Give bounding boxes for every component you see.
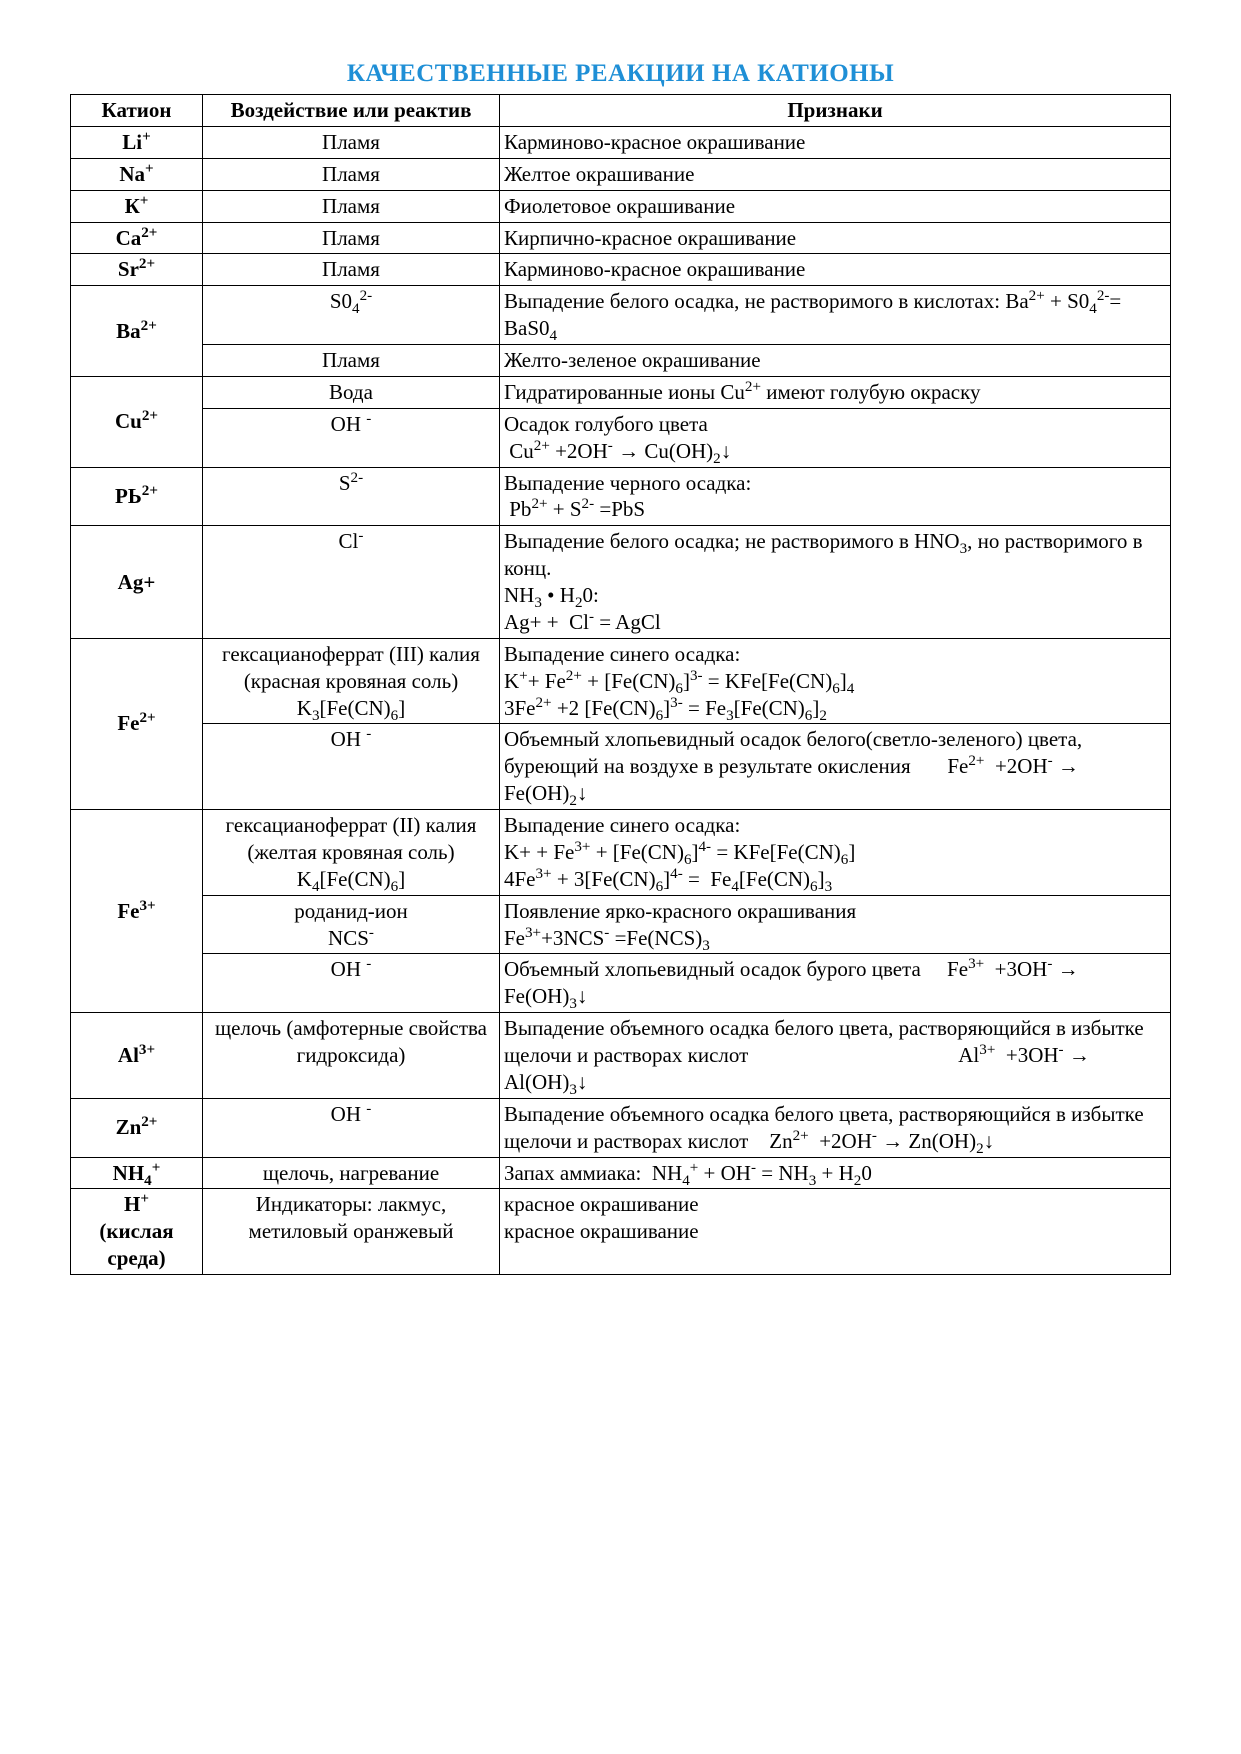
- sign-cell: Гидратированные ионы Cu2+ имеют голубую …: [500, 376, 1171, 408]
- table-row: OH -Осадок голубого цвета Cu2+ +2OH- → C…: [71, 408, 1171, 467]
- reagent-cell: щелочь (амфотерные свойства гидроксида): [203, 1013, 500, 1099]
- sign-cell: Желтое окрашивание: [500, 158, 1171, 190]
- table-row: К+ПламяФиолетовое окрашивание: [71, 190, 1171, 222]
- cation-cell: Al3+: [71, 1013, 203, 1099]
- header-sign: Признаки: [500, 95, 1171, 127]
- table-row: H+(кислая среда)Индикаторы: лакмус, мети…: [71, 1189, 1171, 1275]
- sign-cell: Кирпично-красное окрашивание: [500, 222, 1171, 254]
- reagent-cell: щелочь, нагревание: [203, 1157, 500, 1189]
- table-row: Li+ПламяКарминово-красное окрашивание: [71, 126, 1171, 158]
- table-row: Ba2+S042-Выпадение белого осадка, не рас…: [71, 286, 1171, 345]
- sign-cell: Карминово-красное окрашивание: [500, 126, 1171, 158]
- reagent-cell: S2-: [203, 467, 500, 526]
- sign-cell: Запах аммиака: NH4+ + OH- = NH3 + H20: [500, 1157, 1171, 1189]
- table-row: роданид-ионNCS-Появление ярко-красного о…: [71, 895, 1171, 954]
- cation-cell: Ca2+: [71, 222, 203, 254]
- reagent-cell: Пламя: [203, 190, 500, 222]
- sign-cell: Выпадение объемного осадка белого цвета,…: [500, 1013, 1171, 1099]
- cation-cell: Cu2+: [71, 376, 203, 467]
- reagent-cell: S042-: [203, 286, 500, 345]
- table-row: Al3+щелочь (амфотерные свойства гидрокси…: [71, 1013, 1171, 1099]
- reagent-cell: Пламя: [203, 345, 500, 377]
- sign-cell: Желто-зеленое окрашивание: [500, 345, 1171, 377]
- cation-cell: Na+: [71, 158, 203, 190]
- sign-cell: красное окрашиваниекрасное окрашивание: [500, 1189, 1171, 1275]
- cation-cell: К+: [71, 190, 203, 222]
- reagent-cell: Пламя: [203, 158, 500, 190]
- table-row: OH -Объемный хлопьевидный осадок белого(…: [71, 724, 1171, 810]
- reagent-cell: OH -: [203, 408, 500, 467]
- reagent-cell: OH -: [203, 954, 500, 1013]
- reagent-cell: Пламя: [203, 222, 500, 254]
- page-title: КАЧЕСТВЕННЫЕ РЕАКЦИИ НА КАТИОНЫ: [70, 60, 1171, 88]
- reagent-cell: OH -: [203, 1098, 500, 1157]
- table-row: ПламяЖелто-зеленое окрашивание: [71, 345, 1171, 377]
- table-row: Zn2+OH -Выпадение объемного осадка белог…: [71, 1098, 1171, 1157]
- sign-cell: Объемный хлопьевидный осадок бурого цвет…: [500, 954, 1171, 1013]
- cation-reactions-table: Катион Воздействие или реактив Признаки …: [70, 94, 1171, 1275]
- table-row: Sr2+ПламяКарминово-красное окрашивание: [71, 254, 1171, 286]
- header-reagent: Воздействие или реактив: [203, 95, 500, 127]
- sign-cell: Карминово-красное окрашивание: [500, 254, 1171, 286]
- sign-cell: Выпадение объемного осадка белого цвета,…: [500, 1098, 1171, 1157]
- table-header-row: Катион Воздействие или реактив Признаки: [71, 95, 1171, 127]
- cation-cell: Ba2+: [71, 286, 203, 377]
- reagent-cell: Пламя: [203, 254, 500, 286]
- sign-cell: Выпадение белого осадка; не растворимого…: [500, 526, 1171, 639]
- sign-cell: Выпадение синего осадка:K++ Fe2+ + [Fe(C…: [500, 638, 1171, 724]
- reagent-cell: Пламя: [203, 126, 500, 158]
- reagent-cell: гексацианоферрат (II) калия (желтая кров…: [203, 810, 500, 896]
- cation-cell: Ag+: [71, 526, 203, 639]
- cation-cell: NH4+: [71, 1157, 203, 1189]
- table-row: Na+ПламяЖелтое окрашивание: [71, 158, 1171, 190]
- table-row: NH4+щелочь, нагреваниеЗапах аммиака: NH4…: [71, 1157, 1171, 1189]
- header-cation: Катион: [71, 95, 203, 127]
- sign-cell: Выпадение синего осадка:K+ + Fe3+ + [Fe(…: [500, 810, 1171, 896]
- reagent-cell: гексацианоферрат (III) калия (красная кр…: [203, 638, 500, 724]
- sign-cell: Появление ярко-красного окрашиванияFe3++…: [500, 895, 1171, 954]
- sign-cell: Осадок голубого цвета Cu2+ +2OH- → Cu(OH…: [500, 408, 1171, 467]
- reagent-cell: Вода: [203, 376, 500, 408]
- cation-cell: Fe2+: [71, 638, 203, 809]
- cation-cell: Zn2+: [71, 1098, 203, 1157]
- table-row: Fe3+гексацианоферрат (II) калия (желтая …: [71, 810, 1171, 896]
- table-row: Ca2+ПламяКирпично-красное окрашивание: [71, 222, 1171, 254]
- cation-cell: Fe3+: [71, 810, 203, 1013]
- cation-cell: Li+: [71, 126, 203, 158]
- table-row: Cu2+ВодаГидратированные ионы Cu2+ имеют …: [71, 376, 1171, 408]
- reagent-cell: Cl-: [203, 526, 500, 639]
- cation-cell: H+(кислая среда): [71, 1189, 203, 1275]
- sign-cell: Объемный хлопьевидный осадок белого(свет…: [500, 724, 1171, 810]
- table-row: OH -Объемный хлопьевидный осадок бурого …: [71, 954, 1171, 1013]
- table-row: РЬ2+S2-Выпадение черного осадка: Pb2+ + …: [71, 467, 1171, 526]
- table-row: Ag+Cl-Выпадение белого осадка; не раство…: [71, 526, 1171, 639]
- sign-cell: Фиолетовое окрашивание: [500, 190, 1171, 222]
- cation-cell: Sr2+: [71, 254, 203, 286]
- reagent-cell: OH -: [203, 724, 500, 810]
- sign-cell: Выпадение белого осадка, не растворимого…: [500, 286, 1171, 345]
- table-row: Fe2+гексацианоферрат (III) калия (красна…: [71, 638, 1171, 724]
- cation-cell: РЬ2+: [71, 467, 203, 526]
- reagent-cell: роданид-ионNCS-: [203, 895, 500, 954]
- table-body: Li+ПламяКарминово-красное окрашиваниеNa+…: [71, 126, 1171, 1274]
- reagent-cell: Индикаторы: лакмус, метиловый оранжевый: [203, 1189, 500, 1275]
- sign-cell: Выпадение черного осадка: Pb2+ + S2- =Pb…: [500, 467, 1171, 526]
